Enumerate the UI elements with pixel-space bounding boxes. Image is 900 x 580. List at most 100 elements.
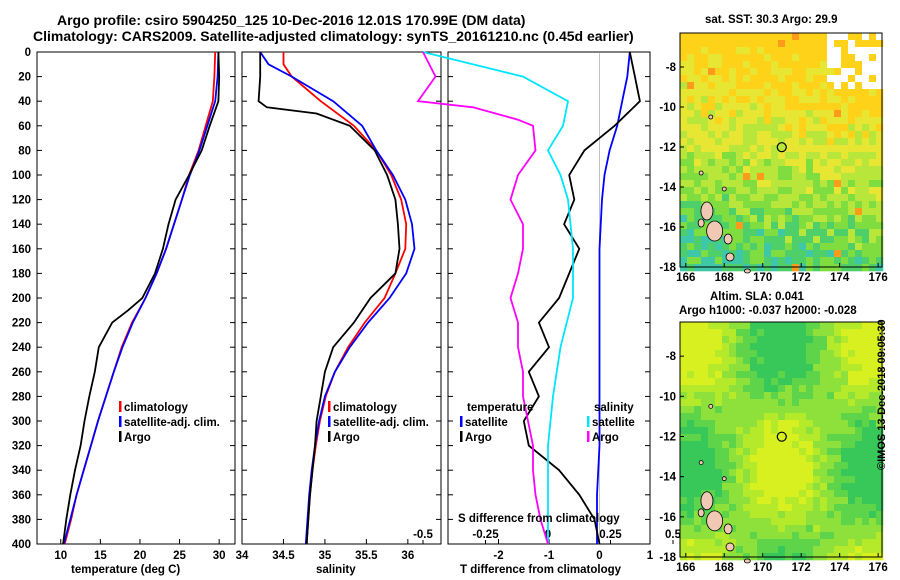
sst-map-cell [680,236,688,244]
sla-map-cell [694,357,702,365]
sla-map-cell [876,504,884,512]
sla-map-cell [792,399,800,407]
sla-map-cell [708,413,716,421]
sla-map-cell [876,441,884,449]
sst-map-cell [764,145,772,153]
sla-map-cell [848,357,856,365]
sst-map-cell [799,187,807,195]
sla-map-cell [869,343,877,351]
sla-map-cell [757,546,765,554]
sst-map-cell [876,243,884,251]
sst-map-cell [680,33,688,41]
sla-map-cell [743,532,751,540]
sla-map-cell [736,525,744,533]
sst-map-cell [757,89,765,97]
sla-map-cell [799,490,807,498]
sst-map-cell [827,166,835,174]
sst-map-cell [778,82,786,90]
sst-map-cell [694,124,702,132]
sla-map-cell [694,406,702,414]
sst-map-cell [729,173,737,181]
sst-map-cell [806,243,814,251]
sst-map-cell [869,201,877,209]
sla-map-cell [729,469,737,477]
sla-map-cell [715,455,723,463]
sla-map-cell [729,385,737,393]
sst-map-cell [834,75,842,83]
sla-map-cell [757,357,765,365]
sla-map-cell [736,329,744,337]
sst-map-cell [799,54,807,62]
sla-map-cell [841,525,849,533]
sla-map-cell [687,364,695,372]
sst-map-cell [715,82,723,90]
sla-map-cell [715,413,723,421]
sst-map-cell [736,173,744,181]
sst-map-cell [729,40,737,48]
sst-map-cell [736,61,744,69]
sla-map-cell [729,406,737,414]
sla-map-cell [680,525,688,533]
sst-map-cell [876,68,884,76]
sst-map-cell [729,89,737,97]
sst-map-cell [750,117,758,125]
sst-map-cell [687,89,695,97]
sla-map-cell [778,504,786,512]
sst-map-cell [722,208,730,216]
sla-map-cell [757,511,765,519]
sst-map-cell [743,257,751,265]
sla-map-cell [764,413,772,421]
sla-map-cell [722,532,730,540]
sst-map-cell [722,166,730,174]
sla-map-cell [876,357,884,365]
tdiff-x-tick-label: 0 [596,550,602,562]
sla-map-cell [729,420,737,428]
sla-map-cell [764,434,772,442]
sla-map-cell [722,448,730,456]
sla-map-cell [708,441,716,449]
sla-map-cell [869,483,877,491]
sst-map-cell [694,54,702,62]
sst-map-cell [743,194,751,202]
sla-map-cell [708,448,716,456]
sla-map-cell [813,371,821,379]
tdiff-legend-swatch [460,416,463,427]
sst-map-cell [778,54,786,62]
sla-map-cell [792,469,800,477]
sst-map-cell [764,117,772,125]
sst-map-cell [869,33,877,41]
sst-map-cell [680,145,688,153]
sst-map-cell [743,166,751,174]
sla-map-cell [722,420,730,428]
sla-map-cell [778,329,786,337]
sst-map-cell [869,166,877,174]
sst-map-cell [869,264,877,272]
sst-map-cell [876,75,884,83]
sla-map-cell [701,329,709,337]
sst-map-cell [778,187,786,195]
sla-map-cell [785,378,793,386]
sst-map-cell [841,159,849,167]
sla-map-cell [806,539,814,547]
sst-map-cell [841,145,849,153]
sla-map-cell [736,497,744,505]
sst-map-cell [757,47,765,55]
sst-map-cell [869,187,877,195]
sst-map-cell [785,250,793,258]
sst-map-cell [806,208,814,216]
sst-map-cell [785,103,793,111]
sla-map-cell [862,427,870,435]
sst-map-cell [743,124,751,132]
sst-map-cell [708,75,716,83]
sla-map-cell [743,427,751,435]
sla-map-cell [687,455,695,463]
sst-map-cell [869,124,877,132]
sla-map-cell [799,399,807,407]
sla-map-cell [841,399,849,407]
sst-map-cell [869,173,877,181]
sla-map-cell [729,357,737,365]
sst-map-cell [715,257,723,265]
sla-map-cell [869,350,877,358]
sst-map-cell [743,208,751,216]
sst-map-cell [862,208,870,216]
